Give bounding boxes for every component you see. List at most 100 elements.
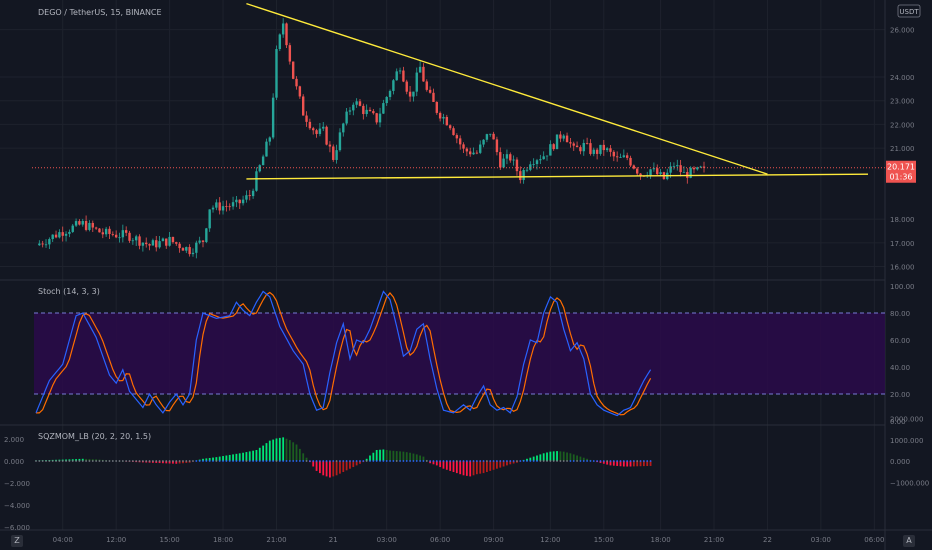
candle-body bbox=[215, 202, 218, 208]
sqz-bar bbox=[215, 457, 218, 461]
candle-body bbox=[41, 243, 44, 245]
grid-lines bbox=[0, 0, 885, 530]
candle-body bbox=[158, 241, 161, 248]
candle-body bbox=[458, 138, 462, 145]
sqz-left-tick-label: 2.000 bbox=[4, 436, 24, 444]
sqz-dot bbox=[562, 460, 565, 462]
sqz-bar bbox=[566, 452, 568, 461]
sqz-dot bbox=[198, 460, 201, 462]
sqz-dot bbox=[101, 460, 104, 462]
sqz-dot bbox=[78, 460, 81, 462]
candle-body bbox=[382, 103, 385, 114]
candle-body bbox=[332, 146, 335, 160]
time-tick-label: 06:00 bbox=[864, 536, 884, 544]
candle-body bbox=[502, 158, 505, 168]
sqz-bar bbox=[552, 451, 555, 461]
candle-body bbox=[422, 66, 425, 82]
sqz-bar bbox=[526, 458, 528, 461]
time-tick-label: 21:00 bbox=[266, 536, 286, 544]
sqz-bar bbox=[329, 461, 331, 478]
price-axis[interactable]: 26.000 24.000 23.000 22.000 21.000 18.000 17.0… bbox=[890, 27, 915, 272]
sqz-dot bbox=[235, 460, 238, 462]
sqz-bar bbox=[222, 456, 224, 461]
candle-body bbox=[181, 248, 185, 251]
sqz-bar bbox=[245, 452, 248, 461]
sqz-dot bbox=[636, 460, 639, 462]
candle-body bbox=[221, 206, 225, 211]
candle-body bbox=[435, 101, 438, 113]
sqz-dot bbox=[38, 460, 41, 462]
time-tick-label: 03:00 bbox=[377, 536, 397, 544]
candle-body bbox=[405, 81, 408, 92]
candle-body bbox=[251, 190, 255, 197]
candle-body bbox=[599, 144, 602, 154]
candle-body bbox=[205, 228, 208, 242]
trendline-group[interactable] bbox=[246, 2, 869, 180]
sqz-bar bbox=[432, 461, 435, 465]
sqz-dot bbox=[182, 460, 184, 462]
sqz-dot bbox=[442, 460, 445, 462]
sqz-dot bbox=[639, 460, 642, 462]
time-axis[interactable]: 04:00 12:00 15:00 18:00 21:00 21 03:00 06:00 09:… bbox=[53, 536, 885, 544]
candle-body bbox=[659, 172, 662, 175]
symbol-title: DEGO / TetherUS, 15, BINANCE bbox=[38, 8, 162, 17]
sqz-bar bbox=[212, 457, 214, 461]
sqz-bar bbox=[178, 461, 181, 464]
sqz-dot bbox=[298, 460, 301, 462]
sqz-dot bbox=[345, 460, 348, 462]
sqz-dot bbox=[275, 460, 278, 462]
candle-body bbox=[676, 165, 679, 167]
sqz-dot bbox=[479, 460, 482, 462]
sqz-bar bbox=[449, 461, 452, 471]
candle-body bbox=[372, 111, 375, 114]
candle-body bbox=[318, 128, 322, 134]
sqz-dot bbox=[579, 460, 582, 462]
candle-body bbox=[352, 104, 355, 111]
sqz-dot bbox=[626, 460, 629, 462]
sqz-bar bbox=[422, 456, 425, 461]
candle-body bbox=[602, 144, 605, 151]
price-tick-label: 22.000 bbox=[890, 121, 915, 129]
candle-body bbox=[271, 97, 275, 138]
stoch-axis[interactable]: 100.00 80.00 60.00 40.00 20.00 0.00 bbox=[890, 283, 915, 426]
last-price-value: 20.171 bbox=[887, 163, 915, 172]
sqz-dot bbox=[135, 460, 138, 462]
currency-badge[interactable]: USDT bbox=[899, 8, 919, 16]
sqz-dot bbox=[432, 460, 435, 462]
candle-body bbox=[185, 247, 188, 251]
sqz-dot bbox=[308, 460, 311, 462]
candle-body bbox=[625, 155, 629, 158]
sqz-bar bbox=[325, 461, 328, 477]
sqz-right-axis[interactable]: 2000.000 1000.000 0.000 −1000.000 bbox=[890, 416, 929, 488]
candle-body bbox=[672, 166, 676, 168]
candle-body bbox=[622, 155, 626, 158]
sqz-dot bbox=[212, 460, 214, 462]
candle-body bbox=[408, 91, 412, 97]
candle-body bbox=[71, 225, 74, 232]
candle-body bbox=[94, 227, 98, 229]
sqz-dot bbox=[128, 460, 131, 462]
zoom-button[interactable]: Z bbox=[11, 535, 23, 547]
time-tick-label: 18:00 bbox=[213, 536, 233, 544]
sqz-dot bbox=[45, 460, 47, 462]
sqz-bar bbox=[395, 451, 398, 461]
sqz-dot bbox=[462, 460, 465, 462]
sqz-dot bbox=[58, 460, 61, 462]
sqz-dot bbox=[268, 460, 271, 462]
candle-body bbox=[545, 155, 549, 157]
sqz-bar bbox=[572, 454, 575, 461]
sqz-bar bbox=[205, 458, 208, 461]
auto-scale-button[interactable]: A bbox=[903, 535, 915, 547]
candle-body bbox=[138, 236, 141, 246]
candle-body bbox=[549, 144, 552, 156]
sqz-dot bbox=[536, 460, 538, 462]
sqz-dot bbox=[569, 460, 572, 462]
candle-body bbox=[392, 80, 395, 91]
sqz-dot bbox=[215, 460, 218, 462]
sqz-bar bbox=[405, 452, 408, 461]
sqz-dot bbox=[302, 460, 305, 462]
sqz-bar bbox=[496, 461, 498, 469]
candle-body bbox=[195, 242, 198, 253]
sqz-bar bbox=[255, 450, 258, 461]
